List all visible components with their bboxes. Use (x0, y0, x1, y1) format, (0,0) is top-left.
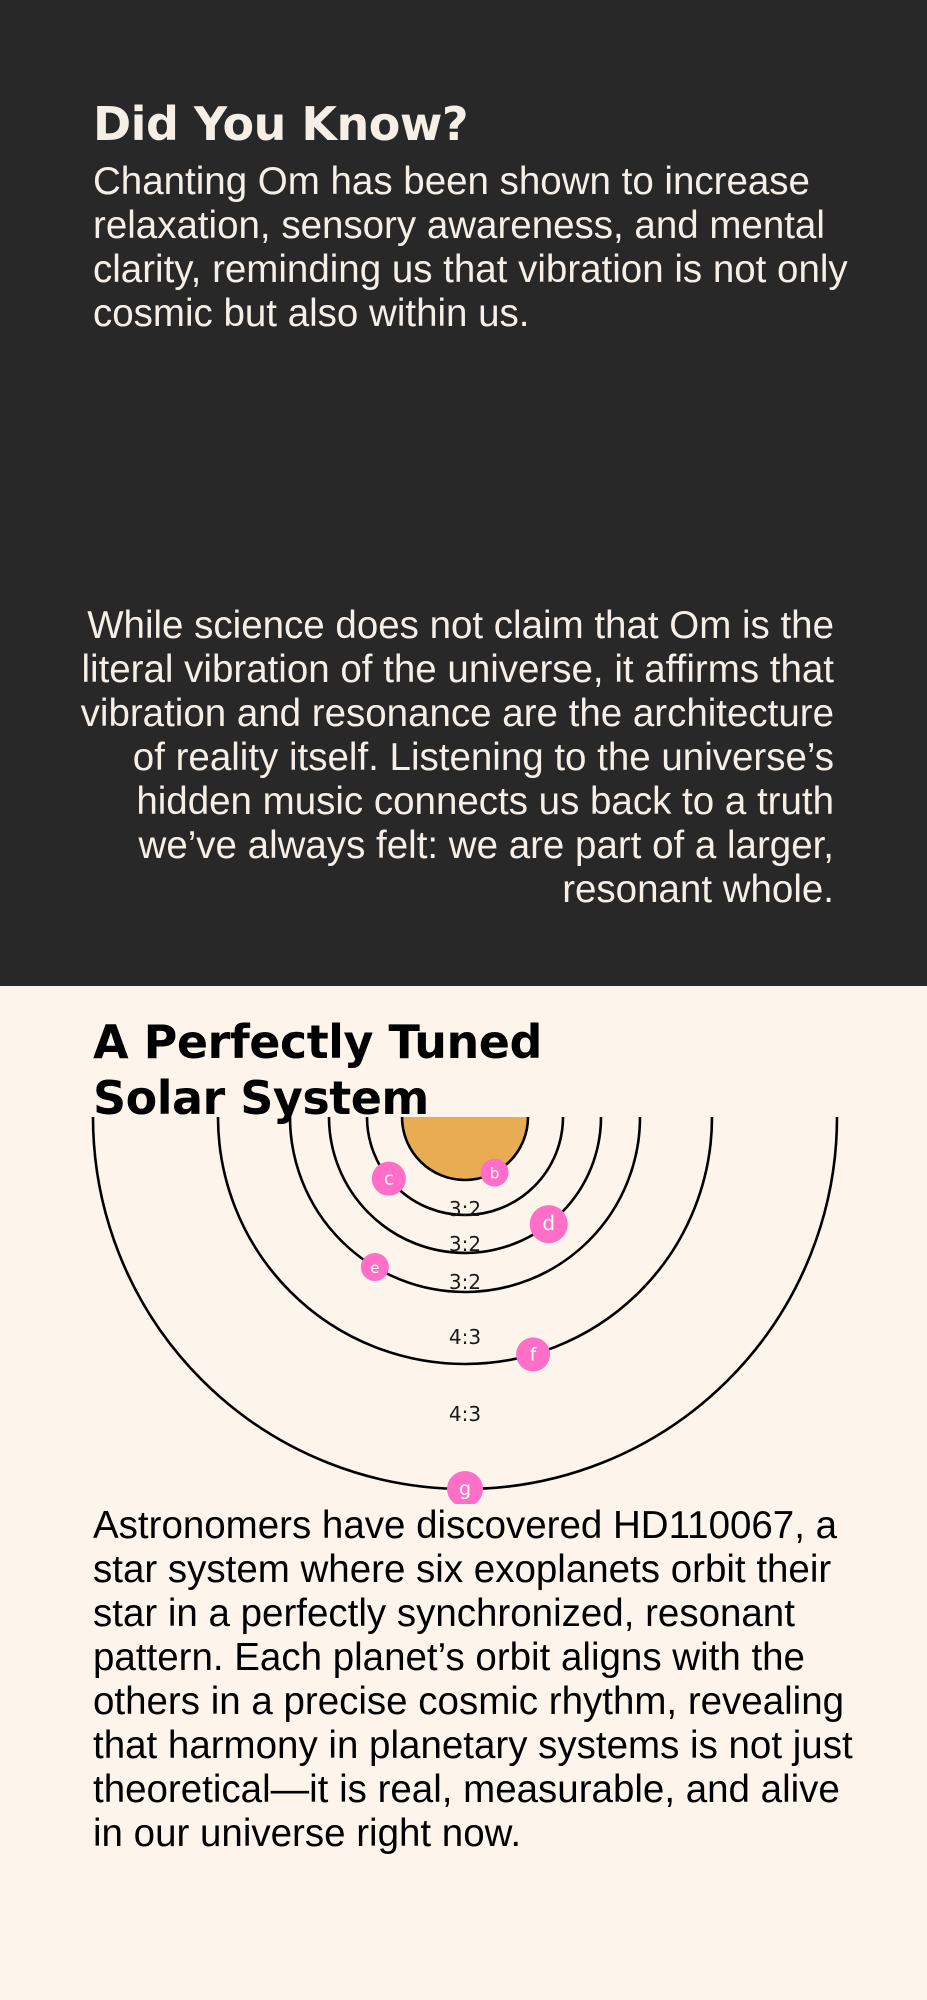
did-you-know-title: Did You Know? (93, 97, 469, 151)
solar-system-section: A Perfectly Tuned Solar System 3:2 3:2 3:2… (0, 986, 927, 2000)
planet-label: f (530, 1344, 537, 1365)
star-icon (402, 1117, 528, 1180)
science-paragraph: While science does not claim that Om is … (80, 604, 834, 911)
orbit-b (400, 1116, 530, 1182)
resonance-ratio-label: 4:3 (449, 1325, 481, 1349)
planet-label: b (490, 1165, 500, 1183)
planet-f: f (516, 1337, 551, 1372)
planet-label: g (459, 1478, 471, 1500)
planet-b: b (480, 1158, 509, 1187)
orbit-d (327, 1116, 603, 1255)
did-you-know-body: Chanting Om has been shown to increase r… (93, 160, 848, 335)
planet-d: d (529, 1205, 568, 1244)
planet-label: c (384, 1169, 394, 1190)
planet-c: c (371, 1161, 406, 1196)
resonance-ratio-label: 4:3 (449, 1402, 481, 1426)
resonance-ratio-label: 3:2 (449, 1197, 481, 1221)
planet-label: d (542, 1211, 555, 1235)
did-you-know-section: Did You Know? Chanting Om has been shown… (0, 0, 927, 986)
planet-e: e (360, 1253, 389, 1282)
hd110067-paragraph: Astronomers have discovered HD110067, a … (93, 1504, 853, 1855)
orbit-c (365, 1116, 565, 1217)
resonance-ratio-label: 3:2 (449, 1270, 481, 1294)
resonance-ratio-label: 3:2 (449, 1232, 481, 1256)
orbit-e (288, 1116, 642, 1294)
solar-system-title: A Perfectly Tuned Solar System (93, 1015, 542, 1125)
planet-g: g (447, 1471, 483, 1504)
planet-label: e (370, 1259, 379, 1277)
orbit-f (216, 1116, 714, 1366)
resonant-orbit-diagram: 3:2 3:2 3:2 4:3 4:3 b c d e f g (91, 1116, 839, 1504)
